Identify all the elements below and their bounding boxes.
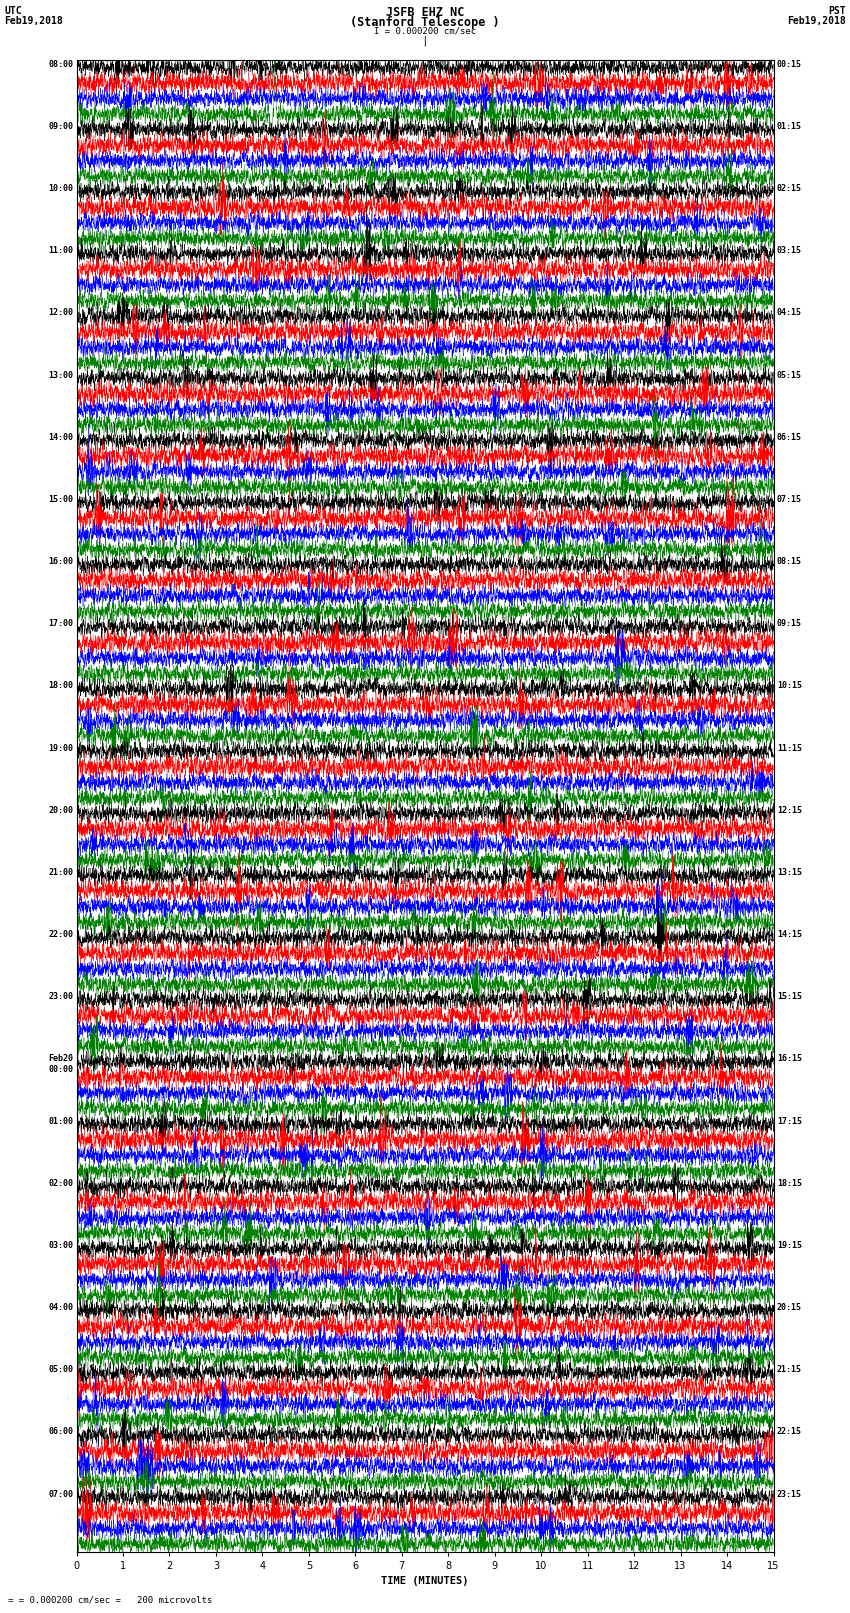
Text: 02:00: 02:00 <box>48 1179 73 1187</box>
Text: 15:00: 15:00 <box>48 495 73 503</box>
Text: 20:00: 20:00 <box>48 806 73 815</box>
Text: 00:15: 00:15 <box>777 60 802 69</box>
Text: 11:00: 11:00 <box>48 247 73 255</box>
Text: 10:15: 10:15 <box>777 681 802 690</box>
Text: 12:15: 12:15 <box>777 806 802 815</box>
Text: 23:00: 23:00 <box>48 992 73 1002</box>
Text: = = 0.000200 cm/sec =   200 microvolts: = = 0.000200 cm/sec = 200 microvolts <box>8 1595 212 1605</box>
Text: UTC: UTC <box>4 5 22 16</box>
Text: 03:00: 03:00 <box>48 1240 73 1250</box>
Text: 21:00: 21:00 <box>48 868 73 877</box>
Text: 08:00: 08:00 <box>48 60 73 69</box>
Text: 04:15: 04:15 <box>777 308 802 318</box>
X-axis label: TIME (MINUTES): TIME (MINUTES) <box>382 1576 468 1586</box>
Text: Feb19,2018: Feb19,2018 <box>787 16 846 26</box>
Text: 22:00: 22:00 <box>48 931 73 939</box>
Text: 23:15: 23:15 <box>777 1489 802 1498</box>
Text: Feb19,2018: Feb19,2018 <box>4 16 63 26</box>
Text: 07:15: 07:15 <box>777 495 802 503</box>
Text: 02:15: 02:15 <box>777 184 802 194</box>
Text: (Stanford Telescope ): (Stanford Telescope ) <box>350 16 500 29</box>
Text: 16:15: 16:15 <box>777 1055 802 1063</box>
Text: 08:15: 08:15 <box>777 556 802 566</box>
Text: 19:15: 19:15 <box>777 1240 802 1250</box>
Text: 05:15: 05:15 <box>777 371 802 379</box>
Text: 07:00: 07:00 <box>48 1489 73 1498</box>
Text: 21:15: 21:15 <box>777 1365 802 1374</box>
Text: 09:15: 09:15 <box>777 619 802 627</box>
Text: 13:15: 13:15 <box>777 868 802 877</box>
Text: Feb20
00:00: Feb20 00:00 <box>48 1055 73 1074</box>
Text: 13:00: 13:00 <box>48 371 73 379</box>
Text: 09:00: 09:00 <box>48 123 73 131</box>
Text: 01:15: 01:15 <box>777 123 802 131</box>
Text: |: | <box>422 35 428 47</box>
Text: 16:00: 16:00 <box>48 556 73 566</box>
Text: 05:00: 05:00 <box>48 1365 73 1374</box>
Text: 12:00: 12:00 <box>48 308 73 318</box>
Text: 04:00: 04:00 <box>48 1303 73 1311</box>
Text: 06:00: 06:00 <box>48 1428 73 1436</box>
Text: 11:15: 11:15 <box>777 744 802 753</box>
Text: 15:15: 15:15 <box>777 992 802 1002</box>
Text: 03:15: 03:15 <box>777 247 802 255</box>
Text: 17:00: 17:00 <box>48 619 73 627</box>
Text: 18:15: 18:15 <box>777 1179 802 1187</box>
Text: JSFB EHZ NC: JSFB EHZ NC <box>386 5 464 19</box>
Text: 14:00: 14:00 <box>48 432 73 442</box>
Text: 18:00: 18:00 <box>48 681 73 690</box>
Text: 20:15: 20:15 <box>777 1303 802 1311</box>
Text: 22:15: 22:15 <box>777 1428 802 1436</box>
Text: 17:15: 17:15 <box>777 1116 802 1126</box>
Text: 19:00: 19:00 <box>48 744 73 753</box>
Text: 01:00: 01:00 <box>48 1116 73 1126</box>
Text: 14:15: 14:15 <box>777 931 802 939</box>
Text: 10:00: 10:00 <box>48 184 73 194</box>
Text: 06:15: 06:15 <box>777 432 802 442</box>
Text: PST: PST <box>828 5 846 16</box>
Text: I = 0.000200 cm/sec: I = 0.000200 cm/sec <box>374 26 476 35</box>
